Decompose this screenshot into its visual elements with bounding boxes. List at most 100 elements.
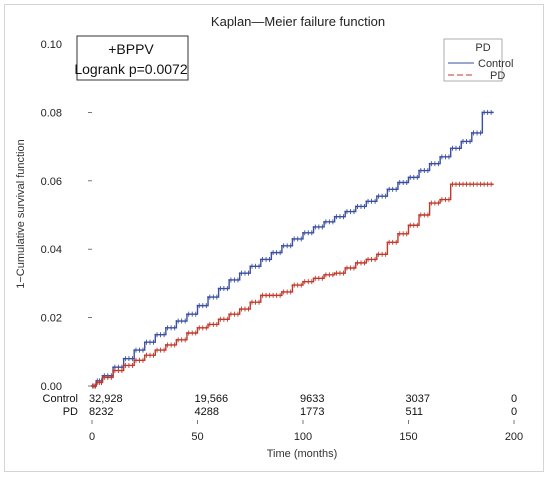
data-point-control — [481, 111, 484, 114]
censor-marks-control — [92, 109, 492, 389]
legend-title: PD — [475, 42, 490, 54]
data-point-pd — [196, 326, 199, 329]
data-point-pd — [302, 280, 304, 283]
data-point-control — [492, 111, 494, 114]
y-tick-label: 0.04 — [41, 244, 62, 256]
data-point-control — [101, 374, 104, 377]
data-point-control — [196, 304, 199, 307]
data-point-control — [143, 341, 146, 344]
data-point-control — [449, 147, 452, 150]
data-point-control — [95, 379, 98, 382]
data-point-pd — [259, 294, 262, 297]
data-point-pd — [217, 318, 220, 321]
data-point-control — [291, 238, 294, 240]
risk-row-label: PD — [63, 406, 78, 418]
axes: 0.00 0.02 0.04 0.06 0.08 0.10 0 50 100 150 200 — [41, 39, 524, 443]
data-point-control — [365, 200, 368, 203]
y-tick-label: 0.08 — [41, 107, 62, 119]
risk-table: Control 32,928 19,566 9633 3037 0 PD 8232 4288 17… — [43, 393, 518, 418]
x-tick-label: 150 — [399, 431, 417, 443]
risk-cell: 9633 — [300, 393, 324, 405]
data-point-control — [186, 313, 188, 316]
data-point-pd — [186, 332, 188, 334]
data-point-control — [312, 226, 315, 228]
y-tick-label: 0.10 — [41, 39, 62, 51]
data-point-pd — [154, 349, 157, 351]
data-point-control — [354, 205, 357, 208]
data-point-pd — [249, 301, 252, 304]
censor-marks-pd — [92, 181, 492, 389]
data-point-control — [175, 320, 178, 322]
chart-title: Kaplan—Meier failure function — [211, 14, 385, 29]
data-point-control — [323, 220, 325, 223]
data-point-control — [439, 155, 442, 158]
data-point-control — [428, 162, 431, 165]
data-point-control — [217, 287, 220, 290]
data-point-pd — [291, 284, 294, 287]
x-tick-label: 50 — [191, 431, 203, 443]
data-point-pd — [270, 294, 273, 297]
data-point-pd — [95, 381, 98, 384]
annotation-border — [76, 35, 189, 81]
risk-cell: 8232 — [89, 406, 113, 418]
data-point-control — [302, 231, 304, 234]
data-point-control — [386, 188, 389, 191]
data-point-pd — [365, 258, 368, 261]
data-point-pd — [228, 313, 231, 316]
data-point-pd — [122, 364, 125, 367]
y-axis-label: 1−Cumulative survival function — [15, 139, 27, 289]
data-point-pd — [397, 232, 399, 235]
data-point-control — [133, 349, 136, 351]
data-point-control — [122, 357, 125, 360]
risk-cell: 32,928 — [89, 393, 123, 405]
data-point-control — [112, 366, 114, 369]
data-point-pd — [143, 354, 146, 357]
data-point-control — [207, 296, 209, 298]
risk-cell: 0 — [511, 393, 517, 405]
y-tick-label: 0.00 — [41, 381, 62, 393]
data-point-pd — [101, 376, 104, 379]
data-point-pd — [449, 183, 452, 186]
data-point-pd — [164, 344, 167, 346]
data-point-control — [333, 215, 336, 218]
series-layer — [91, 109, 494, 389]
annotation-line1: +BPPV — [108, 41, 154, 57]
data-point-control — [281, 244, 283, 247]
y-tick-label: 0.06 — [41, 176, 62, 188]
legend-pd-label: PD — [490, 70, 505, 82]
data-point-control — [164, 326, 167, 329]
risk-cell: 1773 — [300, 406, 324, 418]
x-axis-label: Time (months) — [267, 448, 338, 460]
data-point-pd — [354, 261, 357, 264]
x-tick-label: 100 — [294, 431, 312, 443]
data-point-pd — [439, 198, 442, 201]
x-tick-label: 0 — [89, 431, 95, 443]
data-point-control — [460, 140, 463, 143]
data-point-pd — [344, 267, 347, 269]
x-tick-label: 200 — [505, 431, 523, 443]
legend-border — [443, 38, 503, 82]
data-point-pd — [91, 385, 93, 387]
data-point-pd — [207, 323, 209, 326]
risk-cell: 3037 — [406, 393, 430, 405]
data-point-control — [154, 333, 157, 336]
data-point-pd — [175, 338, 178, 341]
data-point-control — [259, 258, 262, 261]
chart-frame — [4, 4, 544, 472]
risk-row-label: Control — [43, 393, 78, 405]
data-point-pd — [470, 183, 473, 186]
data-point-control — [238, 272, 241, 275]
data-point-pd — [133, 359, 136, 362]
data-point-control — [249, 265, 252, 268]
data-point-pd — [481, 183, 484, 186]
y-tick-label: 0.02 — [41, 313, 62, 325]
data-point-pd — [333, 272, 336, 275]
data-point-control — [418, 169, 420, 172]
data-point-pd — [112, 369, 114, 372]
data-point-pd — [375, 253, 378, 256]
legend: PD Control PD — [443, 38, 513, 82]
risk-cell: 0 — [511, 406, 517, 418]
data-point-pd — [312, 277, 315, 280]
data-point-control — [344, 210, 347, 213]
